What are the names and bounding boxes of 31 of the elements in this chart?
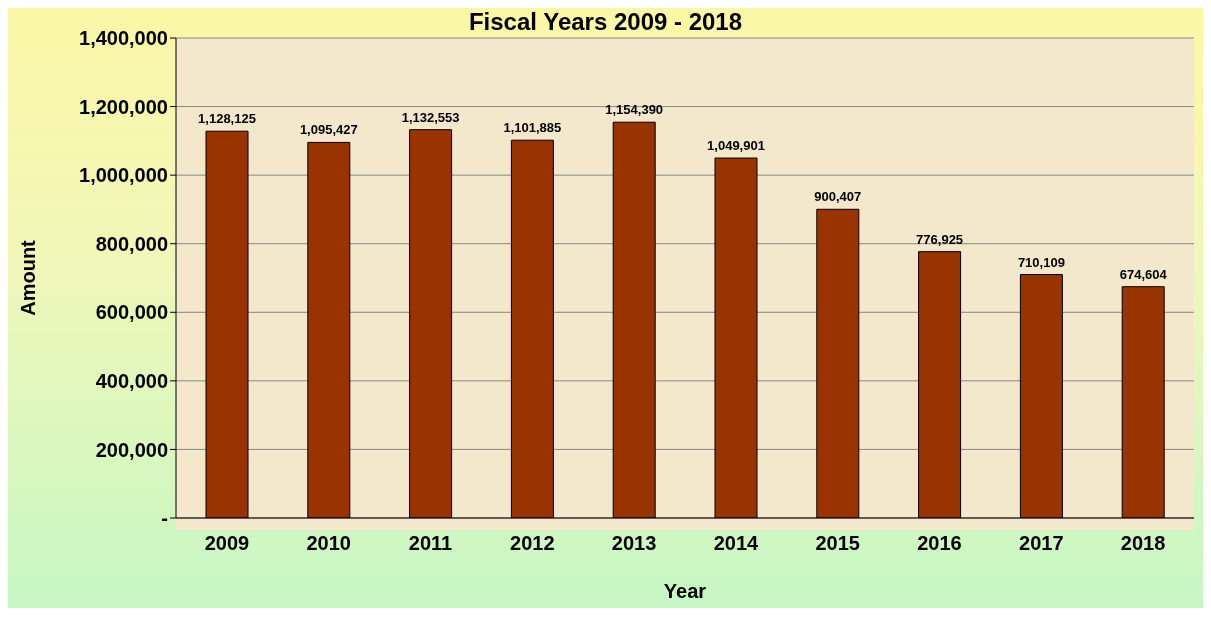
x-tick-label: 2010 [306, 532, 351, 555]
x-tick-label: 2009 [204, 532, 250, 555]
data-label: 674,604 [1119, 266, 1168, 282]
x-tick-label: 2017 [1019, 532, 1064, 555]
y-tick-label: 400,000 [95, 369, 168, 392]
data-label: 1,132,553 [401, 109, 460, 125]
chart-title: Fiscal Years 2009 - 2018 [468, 8, 743, 35]
y-tick-label: 200,000 [95, 438, 168, 461]
x-tick-label: 2012 [510, 532, 555, 555]
y-tick-label: 800,000 [95, 232, 168, 255]
data-label: 776,925 [916, 231, 964, 247]
y-tick-label: 1,000,000 [79, 164, 168, 187]
y-axis-title: Amount [17, 239, 40, 316]
x-tick-label: 2018 [1120, 532, 1166, 555]
x-tick-label: 2011 [408, 532, 453, 555]
data-label: 900,407 [814, 189, 862, 205]
data-label: 1,128,125 [198, 111, 256, 127]
data-label: 1,049,901 [707, 138, 765, 154]
data-label: 1,095,427 [299, 122, 358, 138]
y-tick-label: 1,400,000 [79, 27, 168, 50]
x-tick-label: 2015 [815, 532, 860, 555]
y-tick-label: 1,200,000 [79, 95, 168, 118]
data-label: 1,154,390 [605, 102, 664, 118]
x-axis-title: Year [663, 580, 707, 602]
x-tick-label: 2013 [611, 532, 657, 555]
y-tick-label: 600,000 [95, 301, 168, 324]
y-tick-label: - [161, 507, 168, 530]
x-tick-label: 2016 [917, 532, 962, 555]
data-label: 1,101,885 [503, 120, 562, 136]
data-label: 710,109 [1017, 254, 1065, 270]
x-tick-label: 2014 [713, 532, 760, 555]
